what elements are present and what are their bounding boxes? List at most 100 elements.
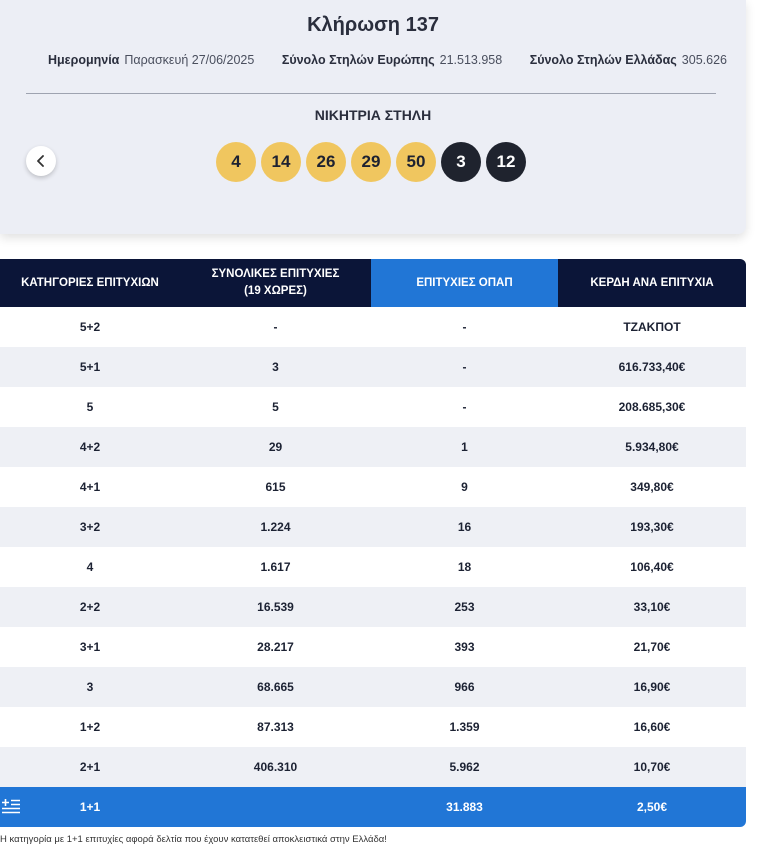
row-category: 5+1 — [79, 360, 101, 374]
row-category: 3+1 — [79, 640, 101, 654]
row-category: 2+1 — [79, 760, 101, 774]
date-label: Ημερομηνία — [48, 53, 120, 67]
header-total-line2: (19 ΧΩΡΕΣ) — [244, 285, 307, 297]
row-total-wins: - — [273, 320, 278, 334]
row-opap-wins: 1.359 — [449, 720, 480, 734]
row-total-wins: 3 — [272, 360, 279, 374]
row-opap-wins: - — [462, 320, 467, 334]
europe-value: 21.513.958 — [439, 53, 503, 67]
draw-title: Κλήρωση 137 — [307, 14, 439, 36]
row-prize: 193,30€ — [630, 520, 674, 534]
row-category: 2+2 — [79, 600, 101, 614]
header-prize: ΚΕΡΔΗ ΑΝΑ ΕΠΙΤΥΧΙΑ — [590, 276, 714, 289]
row-opap-wins: 5.962 — [449, 760, 480, 774]
star-number-ball: 3 — [441, 142, 481, 182]
draw-card: Κλήρωση 137 Ημερομηνία Παρασκευή 27/06/20… — [0, 0, 746, 234]
row-category: 3+2 — [79, 520, 101, 534]
table-body: 5+2 - - ΤΖΑΚΠΟΤ 5+1 3 - 616.733,40€ 5 5 - 208.685,3… — [0, 307, 746, 787]
greece-label: Σύνολο Στηλών Ελλάδας — [529, 53, 677, 67]
greece-total: Σύνολο Στηλών Ελλάδας 305.626 — [530, 53, 727, 67]
table-row: 5+2 - - ΤΖΑΚΠΟΤ — [0, 307, 746, 347]
row-prize: 106,40€ — [630, 560, 674, 574]
main-number-ball: 26 — [306, 142, 346, 182]
table-row: 2+1 406.310 5.962 10,70€ — [0, 747, 746, 787]
row-prize: 616.733,40€ — [618, 360, 686, 374]
row-opap-wins: 966 — [454, 680, 475, 694]
main-number-ball: 14 — [261, 142, 301, 182]
star-number-ball: 12 — [486, 142, 526, 182]
draw-date: Ημερομηνία Παρασκευή 27/06/2025 — [48, 53, 254, 67]
greece-value: 305.626 — [681, 53, 727, 67]
row-category: 4+2 — [79, 440, 101, 454]
row-category: 5+2 — [79, 320, 101, 334]
divider — [26, 93, 716, 94]
row-category: 1+2 — [79, 720, 101, 734]
row-prize: 33,10€ — [633, 600, 671, 614]
table-row: 4+2 29 1 5.934,80€ — [0, 427, 746, 467]
row-category: 4+1 — [79, 480, 101, 494]
row-category: 3 — [86, 680, 94, 694]
row-total-wins: 68.665 — [257, 680, 294, 694]
row-opap-wins: 16 — [457, 520, 472, 534]
greece-row-opap: 31.883 — [446, 800, 483, 814]
header-opap-wins: ΕΠΙΤΥΧΙΕΣ ΟΠΑΠ — [371, 259, 558, 307]
row-total-wins: 5 — [272, 400, 279, 414]
previous-draw-button[interactable] — [26, 146, 56, 176]
table-row: 3+1 28.217 393 21,70€ — [0, 627, 746, 667]
header-total-wins: ΣΥΝΟΛΙΚΕΣ ΕΠΙΤΥΧΙΕΣ (19 ΧΩΡΕΣ) — [180, 259, 371, 307]
row-prize: 16,90€ — [633, 680, 671, 694]
chevron-left-icon — [37, 155, 44, 167]
row-total-wins: 28.217 — [257, 640, 294, 654]
row-total-wins: 87.313 — [257, 720, 294, 734]
row-total-wins: 1.617 — [260, 560, 291, 574]
row-prize: 10,70€ — [633, 760, 671, 774]
table-row: 4+1 615 9 349,80€ — [0, 467, 746, 507]
row-prize: 21,70€ — [633, 640, 671, 654]
row-opap-wins: 18 — [457, 560, 472, 574]
winning-numbers: 4 14 26 29 50 3 12 — [216, 142, 526, 182]
footnote: Η κατηγορία με 1+1 επιτυχίες αφορά δελτί… — [0, 834, 387, 845]
europe-label: Σύνολο Στηλών Ευρώπης — [281, 53, 435, 67]
winning-column-label: ΝΙΚΗΤΡΙΑ ΣΤΗΛΗ — [314, 107, 432, 123]
row-opap-wins: - — [462, 400, 467, 414]
row-opap-wins: 253 — [454, 600, 475, 614]
date-value: Παρασκευή 27/06/2025 — [124, 53, 255, 67]
greece-row-category: 1+1 — [79, 800, 101, 814]
row-prize: 16,60€ — [633, 720, 671, 734]
row-total-wins: 29 — [268, 440, 283, 454]
row-opap-wins: 1 — [461, 440, 468, 454]
row-total-wins: 406.310 — [253, 760, 298, 774]
greek-flag-icon — [2, 799, 20, 814]
table-row: 5 5 - 208.685,30€ — [0, 387, 746, 427]
main-number-ball: 50 — [396, 142, 436, 182]
row-total-wins: 615 — [265, 480, 286, 494]
row-total-wins: 1.224 — [260, 520, 291, 534]
main-number-ball: 4 — [216, 142, 256, 182]
table-header: ΚΑΤΗΓΟΡΙΕΣ ΕΠΙΤΥΧΙΩΝ ΣΥΝΟΛΙΚΕΣ ΕΠΙΤΥΧΙΕΣ… — [0, 259, 746, 307]
row-opap-wins: - — [462, 360, 467, 374]
row-opap-wins: 393 — [454, 640, 475, 654]
table-row: 3 68.665 966 16,90€ — [0, 667, 746, 707]
results-table: ΚΑΤΗΓΟΡΙΕΣ ΕΠΙΤΥΧΙΩΝ ΣΥΝΟΛΙΚΕΣ ΕΠΙΤΥΧΙΕΣ… — [0, 259, 746, 827]
greece-only-row: 1+1 31.883 2,50€ — [0, 787, 746, 827]
table-row: 1+2 87.313 1.359 16,60€ — [0, 707, 746, 747]
greece-row-total — [180, 787, 371, 827]
header-categories: ΚΑΤΗΓΟΡΙΕΣ ΕΠΙΤΥΧΙΩΝ — [21, 276, 159, 289]
row-opap-wins: 9 — [461, 480, 468, 494]
row-prize: 5.934,80€ — [625, 440, 679, 454]
table-row: 5+1 3 - 616.733,40€ — [0, 347, 746, 387]
row-prize: ΤΖΑΚΠΟΤ — [623, 320, 681, 334]
row-total-wins: 16.539 — [257, 600, 294, 614]
draw-meta: Ημερομηνία Παρασκευή 27/06/2025 Σύνολο Στ… — [48, 53, 751, 67]
table-row: 3+2 1.224 16 193,30€ — [0, 507, 746, 547]
table-row: 4 1.617 18 106,40€ — [0, 547, 746, 587]
main-number-ball: 29 — [351, 142, 391, 182]
header-total-line1: ΣΥΝΟΛΙΚΕΣ ΕΠΙΤΥΧΙΕΣ — [211, 268, 340, 281]
row-prize: 349,80€ — [630, 480, 674, 494]
europe-total: Σύνολο Στηλών Ευρώπης 21.513.958 — [282, 53, 502, 67]
greece-row-prize: 2,50€ — [636, 800, 668, 814]
row-category: 5 — [86, 400, 94, 414]
row-prize: 208.685,30€ — [618, 400, 686, 414]
table-row: 2+2 16.539 253 33,10€ — [0, 587, 746, 627]
row-category: 4 — [86, 560, 94, 574]
